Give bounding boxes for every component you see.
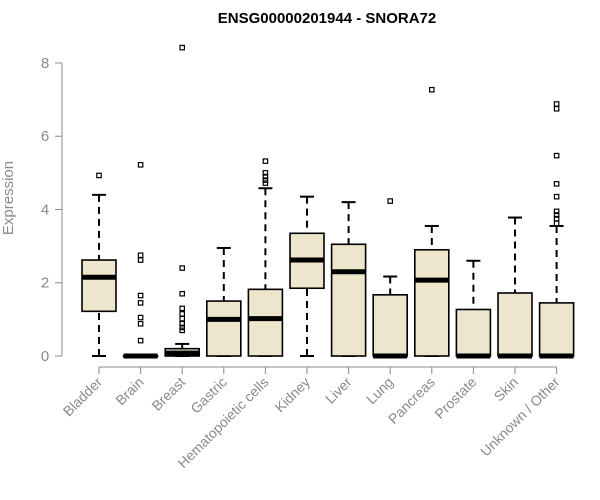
outlier-point — [137, 337, 144, 344]
box-group — [330, 201, 367, 357]
iqr-box — [81, 259, 117, 313]
outlier-point — [137, 314, 144, 321]
outlier-point — [262, 173, 269, 180]
outlier-point — [179, 327, 186, 334]
x-tick-label: Lung — [363, 374, 396, 407]
outlier-point — [179, 290, 186, 297]
chart-title: ENSG00000201944 - SNORA72 — [218, 10, 436, 27]
outlier-point — [137, 252, 144, 259]
x-tick-label: Brain — [112, 374, 146, 408]
box-group — [164, 44, 200, 357]
y-tick-label: 2 — [41, 275, 49, 292]
outlier-point — [179, 44, 186, 51]
outlier-point — [262, 158, 269, 164]
iqr-box — [330, 243, 367, 357]
iqr-box — [538, 302, 575, 357]
y-tick-label: 4 — [41, 201, 49, 218]
outlier-point — [553, 101, 560, 107]
x-tick-label: Breast — [148, 374, 188, 414]
outlier-point — [179, 311, 186, 317]
box-group — [372, 198, 409, 359]
y-tick-label: 0 — [41, 348, 49, 365]
outlier-point — [387, 198, 394, 204]
x-tick-label: Unknown / Other — [477, 374, 563, 460]
box-series — [81, 44, 575, 359]
outlier-point — [179, 324, 186, 331]
y-tick-label: 8 — [41, 55, 49, 72]
outlier-point — [553, 181, 560, 187]
outlier-point — [137, 162, 144, 168]
iqr-box — [497, 292, 533, 357]
outlier-point — [179, 265, 186, 271]
iqr-box — [247, 288, 284, 357]
outlier-point — [262, 180, 269, 186]
outlier-point — [179, 305, 186, 312]
x-tick-label: Liver — [322, 374, 355, 407]
box-group — [413, 86, 450, 357]
outlier-point — [137, 292, 144, 299]
iqr-box — [372, 294, 409, 357]
x-tick-label: Bladder — [60, 374, 106, 420]
box-group — [538, 101, 575, 359]
x-tick-label: Prostate — [431, 374, 479, 422]
outlier-point — [429, 86, 435, 93]
iqr-box — [206, 300, 242, 357]
outlier-point — [137, 300, 144, 306]
outlier-point — [553, 193, 560, 200]
y-axis-label: Expression — [0, 161, 17, 235]
outlier-point — [262, 177, 269, 183]
y-axis: 0 2 4 6 8 — [41, 55, 63, 365]
box-group — [206, 246, 242, 357]
y-tick-label: 6 — [41, 128, 49, 145]
outlier-point — [137, 320, 144, 327]
iqr-box — [455, 308, 492, 357]
x-tick-label: Kidney — [272, 374, 314, 416]
outlier-point — [179, 315, 186, 322]
iqr-box — [413, 248, 450, 357]
box-group — [122, 162, 159, 359]
outlier-point — [553, 152, 560, 159]
outlier-point — [262, 170, 269, 176]
box-group — [81, 172, 117, 357]
box-group — [289, 195, 325, 357]
outlier-point — [96, 172, 102, 179]
outlier-point — [179, 320, 186, 327]
x-tick-label: Skin — [491, 374, 522, 405]
outlier-point — [553, 208, 560, 215]
outlier-point — [553, 220, 560, 227]
box-group — [497, 216, 533, 359]
outlier-point — [553, 105, 560, 112]
outlier-point — [553, 212, 560, 218]
box-group — [455, 259, 492, 359]
outlier-point — [137, 257, 144, 263]
box-group — [247, 158, 284, 357]
